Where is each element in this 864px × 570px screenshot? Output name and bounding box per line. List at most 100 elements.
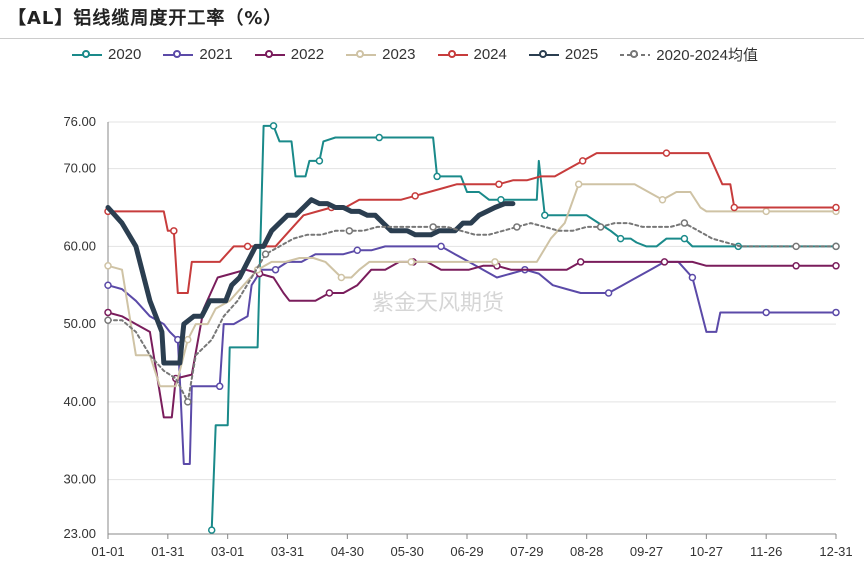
legend-label-2024: 2024: [473, 46, 507, 63]
data-point: [541, 211, 549, 220]
series-2021: [104, 242, 840, 465]
data-point: [832, 262, 840, 270]
x-tick-label: 08-28: [570, 544, 603, 559]
data-point: [104, 316, 112, 324]
series-line-2020-2024均值: [107, 222, 837, 403]
data-point: [574, 180, 583, 188]
data-point: [616, 234, 625, 243]
y-tick-label: 40.00: [63, 394, 96, 409]
data-point: [104, 262, 112, 270]
legend-label-2021: 2021: [199, 46, 233, 63]
legend-swatch-2023-icon: [346, 49, 377, 61]
series-line-2024: [107, 152, 837, 294]
y-tick-label: 76.00: [63, 114, 96, 129]
watermark-text: 紫金天风期货: [372, 291, 504, 316]
data-point: [576, 258, 585, 266]
legend-swatch-2020-icon: [72, 49, 102, 61]
data-point: [375, 133, 384, 142]
chart-series: [104, 122, 840, 534]
series-line-2020: [210, 124, 837, 532]
data-point: [658, 195, 667, 204]
data-point: [271, 265, 280, 274]
data-point: [437, 242, 445, 251]
data-point: [315, 157, 324, 165]
x-tick-label: 05-30: [391, 544, 424, 559]
legend-item-2023[interactable]: 2023: [346, 44, 416, 65]
data-point: [495, 180, 503, 188]
data-point: [832, 203, 840, 212]
data-point: [429, 223, 437, 231]
chart-axes: 23.00 30.00 40.00 50.00 60.00 70.00 76.00 01-01…: [63, 114, 852, 559]
data-point: [578, 157, 587, 165]
legend-item-average[interactable]: 2020-2024均值: [620, 44, 758, 65]
x-tick-label: 11-26: [750, 544, 782, 559]
data-point: [407, 258, 415, 266]
title-divider: [0, 38, 864, 39]
y-tick-label: 23.00: [63, 526, 96, 541]
data-point: [353, 246, 362, 255]
data-point: [660, 258, 669, 266]
legend-item-2021[interactable]: 2021: [163, 44, 233, 65]
x-tick-label: 06-29: [450, 544, 483, 559]
data-point: [433, 172, 441, 181]
data-point: [596, 223, 605, 231]
series-line-2021: [107, 245, 837, 465]
data-point: [325, 289, 334, 297]
legend-item-2022[interactable]: 2022: [254, 44, 325, 65]
data-point: [792, 242, 800, 251]
series-2024: [104, 149, 840, 294]
legend-label-2023: 2023: [382, 46, 416, 63]
legend-swatch-2021-icon: [163, 49, 194, 61]
legend-swatch-2022-icon: [254, 49, 285, 61]
legend-label-2025: 2025: [564, 46, 599, 63]
data-point: [104, 308, 112, 317]
legend-label-2022: 2022: [290, 46, 325, 63]
series-2022: [104, 258, 840, 419]
data-point: [184, 335, 192, 344]
legend-swatch-average-icon: [620, 49, 651, 61]
x-tick-label: 03-31: [271, 544, 304, 559]
series-2023: [104, 180, 840, 388]
legend-swatch-2024-icon: [437, 49, 468, 61]
x-tick-label: 12-31: [819, 544, 852, 559]
series-2020: [207, 122, 840, 534]
data-point: [337, 273, 346, 282]
legend-item-2024[interactable]: 2024: [437, 44, 507, 65]
data-point: [345, 227, 354, 235]
data-point: [261, 250, 270, 258]
data-point: [792, 262, 800, 270]
legend-item-2025[interactable]: 2025: [528, 44, 599, 65]
data-point: [762, 207, 770, 216]
data-point: [170, 227, 178, 235]
data-point: [215, 382, 224, 391]
series-line-2023: [107, 183, 837, 388]
data-point: [680, 234, 689, 243]
x-tick-label: 01-01: [91, 544, 124, 559]
data-point: [662, 149, 671, 157]
data-point: [243, 242, 252, 251]
x-tick-label: 07-29: [510, 544, 543, 559]
legend-item-2020[interactable]: 2020: [72, 44, 141, 65]
x-tick-label: 01-31: [151, 544, 184, 559]
y-tick-label: 30.00: [63, 472, 96, 487]
data-point: [604, 289, 613, 297]
chart-legend: 2020 2021 2022 2023 2024 2025 2020-202: [72, 44, 758, 65]
x-tick-label: 10-27: [690, 544, 723, 559]
data-point: [730, 203, 739, 212]
series-line-2022: [107, 260, 837, 419]
x-tick-label: 04-30: [331, 544, 364, 559]
series-2020-2024均值: [104, 219, 840, 406]
series-2025: [105, 197, 516, 366]
data-point: [184, 398, 192, 406]
y-tick-label: 60.00: [63, 238, 96, 253]
y-tick-label: 50.00: [63, 316, 96, 331]
data-point: [491, 258, 499, 266]
y-tick-label: 70.00: [63, 161, 96, 176]
legend-label-2020: 2020: [108, 46, 142, 63]
data-point: [411, 192, 419, 200]
x-tick-label: 09-27: [630, 544, 663, 559]
data-point: [207, 526, 216, 534]
chart-title: 【AL】铝线缆周度开工率（%）: [8, 8, 283, 29]
data-point: [513, 223, 521, 231]
